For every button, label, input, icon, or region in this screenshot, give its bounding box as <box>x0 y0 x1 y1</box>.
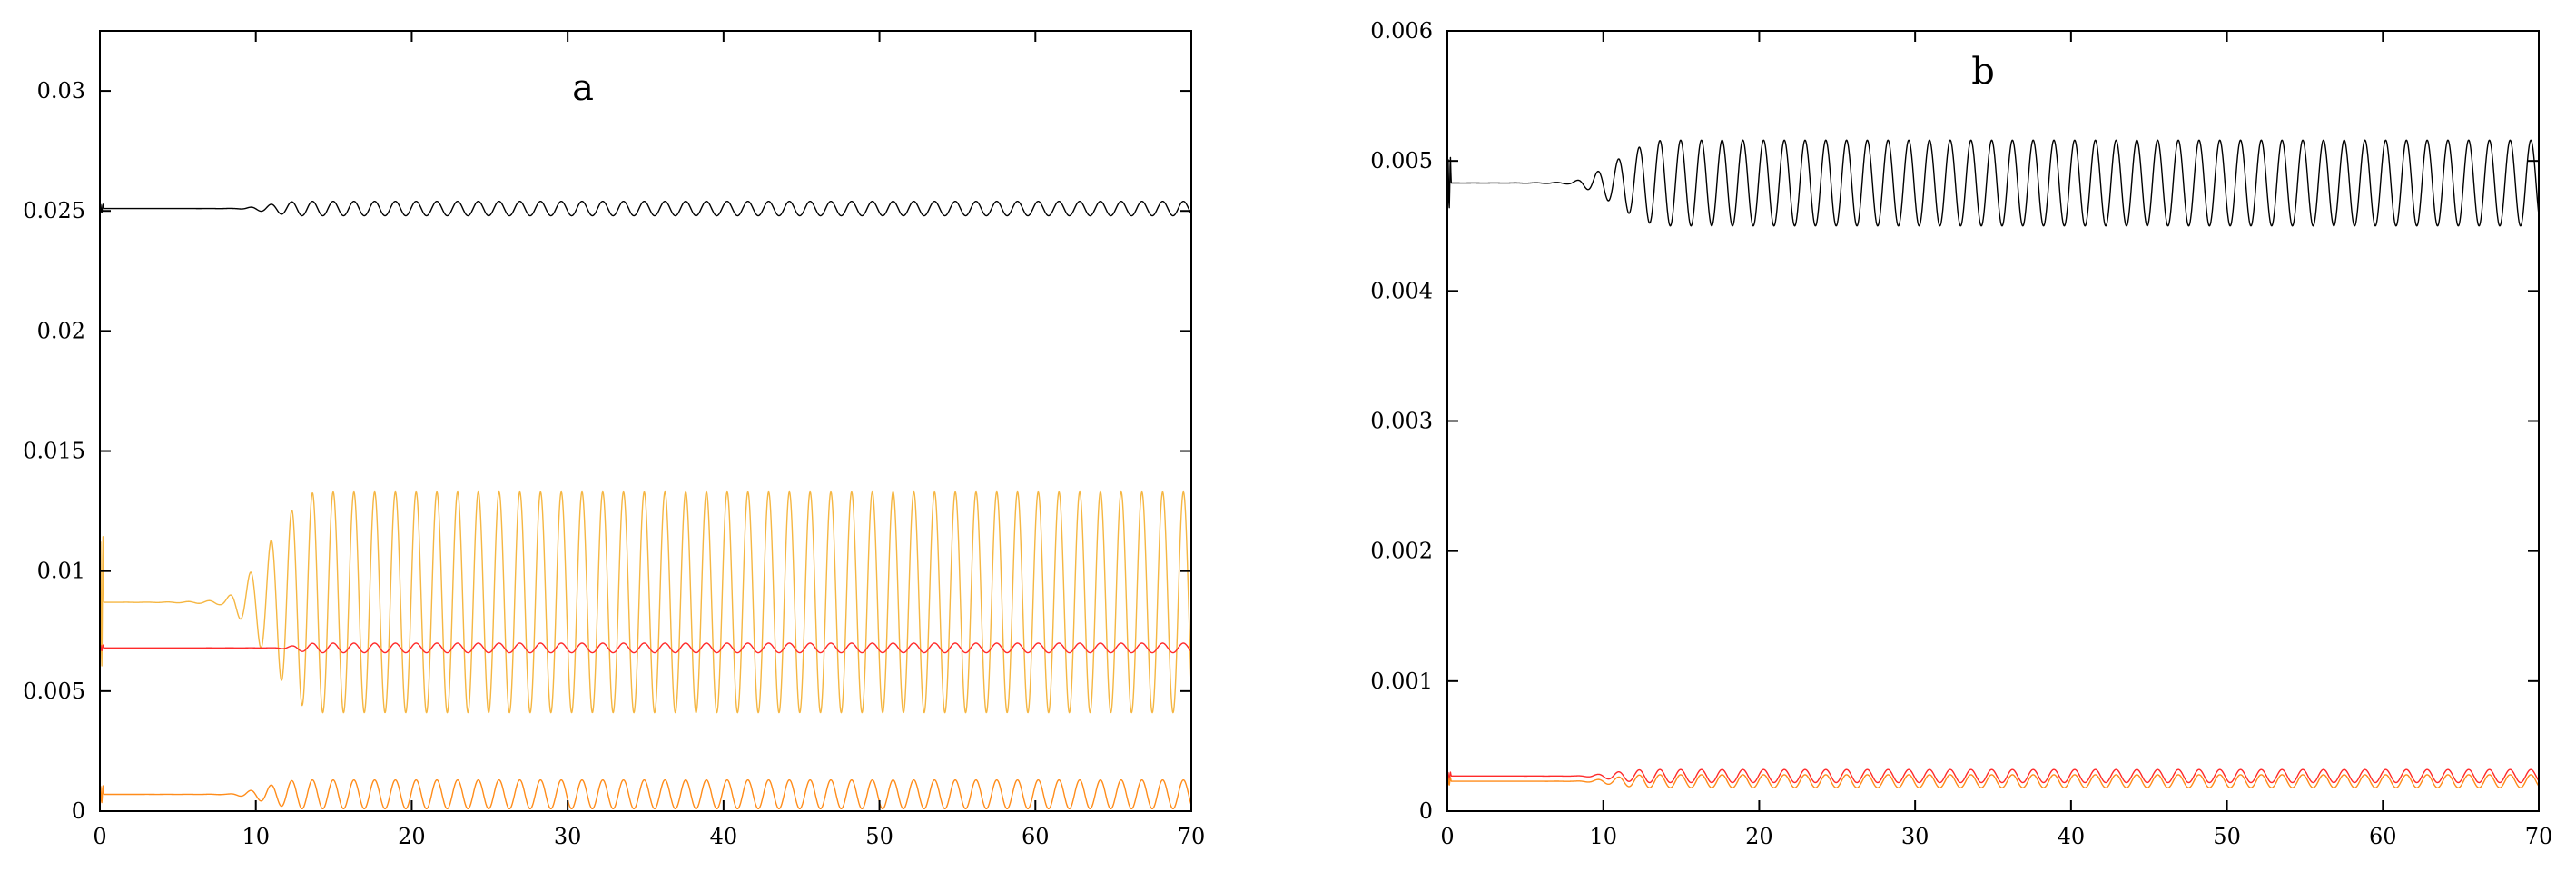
series-line-a-2 <box>99 490 1192 714</box>
x-tick-label: 30 <box>554 824 582 849</box>
x-tick-label: 0 <box>93 824 106 849</box>
series-line-a-1 <box>99 200 1192 217</box>
y-tick-label: 0 <box>1419 798 1433 824</box>
y-tick-label: 0.006 <box>1370 18 1433 44</box>
y-tick-label: 0.02 <box>37 318 85 343</box>
chart-title-b: b <box>1971 51 1995 93</box>
series-line-b-1 <box>1446 139 2540 227</box>
x-tick-label: 20 <box>1745 824 1773 849</box>
axis-ticks-b: 0 10 20 30 40 50 60 70 0 0.001 0.002 0.003 0.004 0.00… <box>1370 18 2552 849</box>
axis-ticks-a: 0 10 20 30 40 50 60 70 0 0.005 0.01 0.015 0.02 0.025 0… <box>23 31 1205 849</box>
series-group-a <box>99 200 1192 810</box>
y-tick-label: 0.005 <box>1370 148 1433 173</box>
y-tick-label: 0.002 <box>1370 539 1433 564</box>
series-line-a-3 <box>99 642 1192 654</box>
x-tick-label: 40 <box>710 824 738 849</box>
chart-panel-b: 0 10 20 30 40 50 60 70 0 0.001 0.002 0.003 0.004 0.00… <box>1370 18 2552 849</box>
chart-title-a: a <box>572 67 594 109</box>
x-tick-label: 50 <box>2213 824 2241 849</box>
x-tick-label: 30 <box>1901 824 1930 849</box>
y-tick-label: 0.025 <box>23 198 85 223</box>
x-tick-label: 10 <box>242 824 270 849</box>
series-group-b <box>1446 139 2540 788</box>
y-tick-label: 0.01 <box>37 559 85 584</box>
y-tick-label: 0.003 <box>1370 409 1433 434</box>
y-tick-label: 0 <box>72 798 85 824</box>
x-tick-label: 70 <box>2525 824 2553 849</box>
x-tick-label: 10 <box>1589 824 1617 849</box>
x-tick-label: 60 <box>2369 824 2397 849</box>
y-tick-label: 0.015 <box>23 439 85 464</box>
x-tick-label: 0 <box>1440 824 1454 849</box>
x-tick-label: 40 <box>2058 824 2086 849</box>
y-tick-label: 0.001 <box>1370 669 1433 694</box>
series-line-b-2 <box>1446 768 2540 784</box>
x-tick-label: 60 <box>1022 824 1050 849</box>
plot-frame-a <box>99 30 1192 812</box>
y-tick-label: 0.03 <box>37 78 85 104</box>
x-tick-label: 70 <box>1178 824 1206 849</box>
y-tick-label: 0.005 <box>23 679 85 704</box>
plot-frame-b <box>1446 30 2540 812</box>
series-line-b-3 <box>1446 774 2540 788</box>
series-line-a-4 <box>99 778 1192 810</box>
chart-panel-a: 0 10 20 30 40 50 60 70 0 0.005 0.01 0.015 0.02 0.025 0… <box>23 30 1205 849</box>
x-tick-label: 50 <box>865 824 893 849</box>
x-tick-label: 20 <box>398 824 426 849</box>
y-tick-label: 0.004 <box>1370 278 1433 303</box>
